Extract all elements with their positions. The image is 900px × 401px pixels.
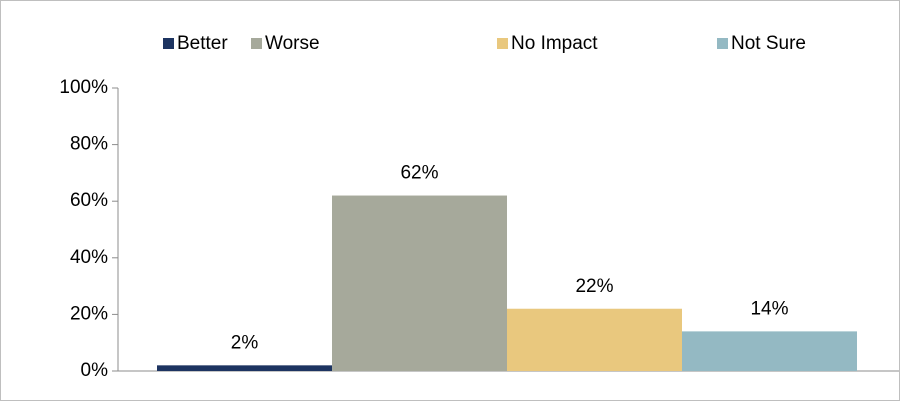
y-tick-label: 20% <box>70 303 108 324</box>
data-label: 22% <box>575 276 613 297</box>
legend-label: Worse <box>265 33 320 54</box>
y-tick-label: 60% <box>70 190 108 211</box>
data-label: 14% <box>750 298 788 319</box>
legend-swatch <box>251 38 262 49</box>
legend-label: Better <box>177 33 228 54</box>
legend-label: Not Sure <box>731 33 806 54</box>
legend-swatch <box>163 38 174 49</box>
y-tick-label: 80% <box>70 134 108 155</box>
bar <box>507 308 682 371</box>
data-label: 62% <box>400 163 438 184</box>
legend-label: No Impact <box>511 33 598 54</box>
y-tick-label: 100% <box>59 77 108 98</box>
legend-swatch <box>717 38 728 49</box>
bar <box>157 365 332 371</box>
legend-swatch <box>497 38 508 49</box>
y-tick-label: 40% <box>70 247 108 268</box>
bar <box>682 331 857 371</box>
data-label: 2% <box>231 332 259 353</box>
y-tick-label: 0% <box>81 360 109 381</box>
bar <box>332 195 507 371</box>
